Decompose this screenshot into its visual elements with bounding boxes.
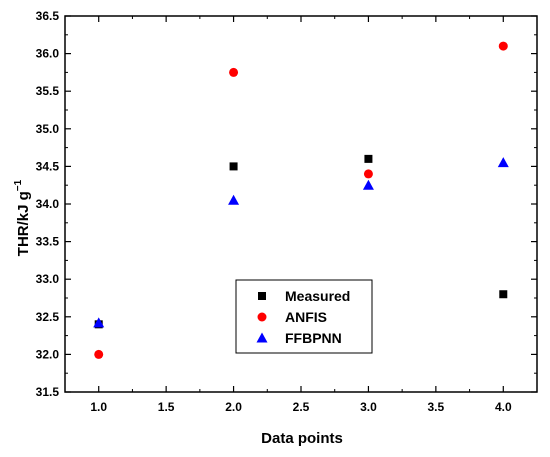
- measured-point: [499, 290, 508, 299]
- y-tick-label: 34.0: [36, 197, 60, 211]
- ffbpnn-point: [497, 157, 509, 168]
- y-tick-label: 32.0: [36, 347, 60, 361]
- x-axis: 1.0 1.5 2.0 2.5 3.0 3.5 4.0: [90, 16, 512, 414]
- data-markers: [93, 41, 509, 359]
- y-tick-label: 31.5: [36, 385, 60, 399]
- y-tick-label: 32.5: [36, 310, 60, 324]
- x-tick-label: 1.5: [158, 400, 175, 414]
- y-tick-label: 35.0: [36, 122, 60, 136]
- legend-measured-marker: [258, 292, 266, 300]
- y-tick-label: 36.5: [36, 9, 60, 23]
- ffbpnn-point: [228, 194, 240, 205]
- x-tick-label: 2.5: [293, 400, 310, 414]
- legend-ffbpnn-marker: [256, 332, 268, 343]
- anfis-point: [363, 169, 373, 179]
- ffbpnn-point: [362, 179, 374, 190]
- measured-point: [229, 162, 238, 171]
- ffbpnn-point: [93, 317, 105, 328]
- x-axis-title: Data points: [261, 430, 343, 447]
- x-tick-label: 2.0: [225, 400, 242, 414]
- legend-ffbpnn-label: FFBPNN: [285, 330, 342, 346]
- anfis-point: [498, 41, 508, 51]
- y-tick-label: 33.5: [36, 235, 60, 249]
- y-tick-label: 35.5: [36, 84, 60, 98]
- y-tick-label: 34.5: [36, 159, 60, 173]
- legend: Measured ANFIS FFBPNN: [235, 279, 373, 354]
- x-tick-label: 4.0: [495, 400, 512, 414]
- anfis-point: [94, 349, 104, 359]
- y-tick-label: 33.0: [36, 272, 60, 286]
- x-tick-label: 3.5: [428, 400, 445, 414]
- legend-measured-label: Measured: [285, 288, 350, 304]
- measured-point: [364, 154, 373, 163]
- legend-anfis-marker: [257, 312, 267, 322]
- anfis-point: [229, 67, 239, 77]
- x-tick-label: 1.0: [90, 400, 107, 414]
- y-tick-label: 36.0: [36, 47, 60, 61]
- y-axis-title-superscript: −1: [13, 179, 24, 191]
- legend-anfis-label: ANFIS: [285, 309, 327, 325]
- y-axis-title: THR/kJ g−1: [13, 179, 32, 256]
- x-tick-label: 3.0: [360, 400, 377, 414]
- y-axis-title-main: THR/kJ g: [15, 191, 32, 256]
- y-axis: 31.5 32.0 32.5 33.0 33.5 34.0 34.5 35.0 35.5 36.0…: [36, 9, 537, 399]
